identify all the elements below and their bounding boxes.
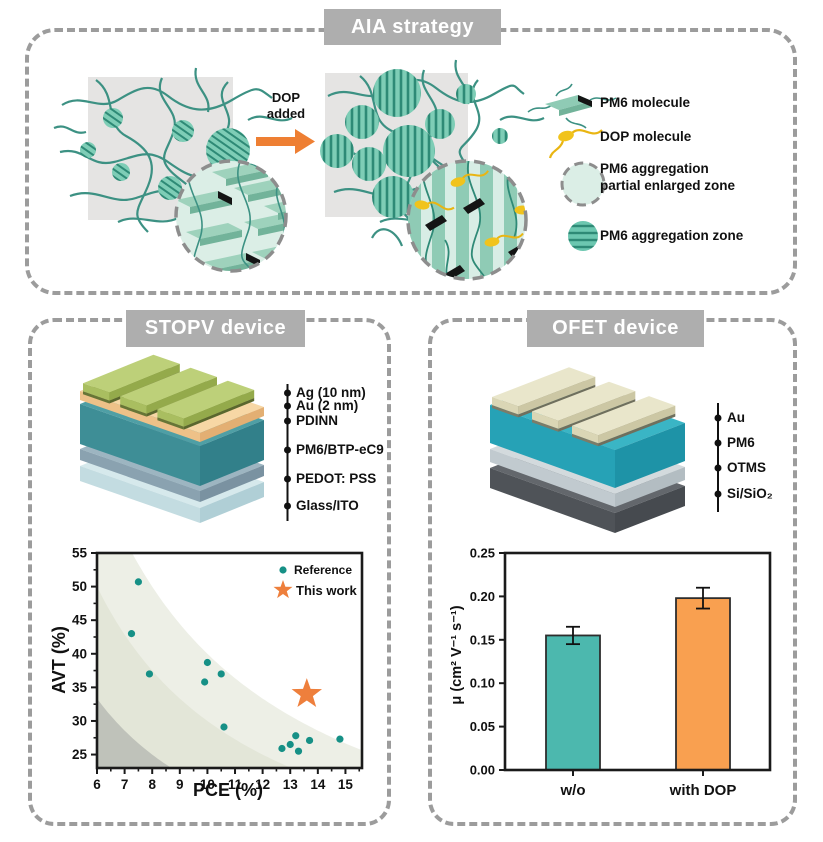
stopv-layer-active: PM6/BTP-eC9 bbox=[296, 442, 384, 457]
stopv-layer-pdinn: PDINN bbox=[296, 413, 339, 428]
ofet-layer-sisio2: Si/SiO₂ bbox=[727, 486, 773, 501]
dop-added-label: DOP added bbox=[248, 90, 324, 122]
legend-dop-molecule: DOP molecule bbox=[600, 129, 692, 144]
stopv-layer-pedot: PEDOT: PSS bbox=[296, 471, 377, 486]
ofet-layer-au: Au bbox=[727, 410, 745, 425]
legend-pm6-molecule: PM6 molecule bbox=[600, 95, 691, 110]
ofet-layer-pm6: PM6 bbox=[727, 435, 755, 450]
stopv-layer-au: Au (2 nm) bbox=[296, 398, 359, 413]
stopv-layer-glass: Glass/ITO bbox=[296, 498, 359, 513]
legend-enlarged-zone: PM6 aggregation partial enlarged zone bbox=[600, 160, 735, 194]
scatter-x-axis-title: PCE (%) bbox=[192, 780, 263, 800]
stopv-layer-ag: Ag (10 nm) bbox=[296, 385, 366, 400]
bar-y-axis-title: μ (cm² V⁻¹ s⁻¹) bbox=[449, 605, 465, 705]
stopv-panel-title: STOPV device bbox=[126, 310, 305, 347]
ofet-panel-frame bbox=[428, 318, 797, 826]
ofet-panel-title: OFET device bbox=[527, 310, 704, 347]
ofet-layer-otms: OTMS bbox=[727, 460, 766, 475]
legend-enlarged-zone-line2: partial enlarged zone bbox=[600, 178, 736, 193]
scatter-y-axis-title: AVT (%) bbox=[49, 626, 69, 694]
dop-added-line1: DOP bbox=[271, 90, 301, 105]
aia-panel-title: AIA strategy bbox=[324, 9, 501, 45]
legend-enlarged-zone-line1: PM6 aggregation bbox=[600, 161, 709, 176]
dop-added-line2: added bbox=[266, 106, 306, 121]
legend-aggregation-zone: PM6 aggregation zone bbox=[600, 228, 744, 243]
